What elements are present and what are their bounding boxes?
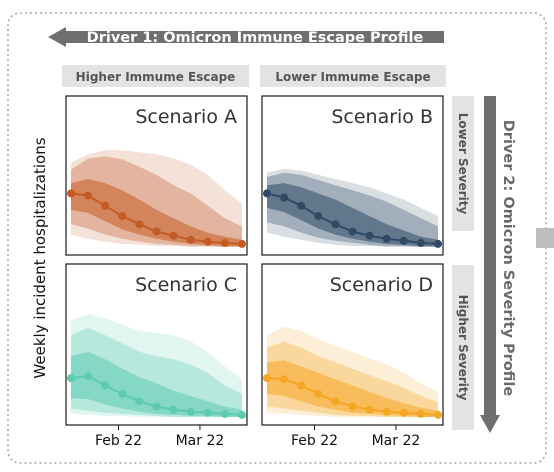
median-point xyxy=(297,381,306,390)
panel-frame xyxy=(261,263,444,426)
median-point xyxy=(416,238,425,247)
median-point xyxy=(152,402,161,411)
column-tag-right: Lower Immume Escape xyxy=(275,70,430,84)
x-tick-label: Feb 22 xyxy=(95,433,142,449)
row-tag-bottom-bg xyxy=(452,265,474,430)
x-tick-label: Feb 22 xyxy=(291,433,338,449)
median-point xyxy=(169,405,178,414)
median-point xyxy=(280,375,289,384)
median-point xyxy=(416,409,425,418)
median-point xyxy=(382,407,391,416)
median-point xyxy=(331,220,340,229)
median-point xyxy=(135,220,144,229)
x-tick-label: Mar 22 xyxy=(372,433,421,449)
driver1-label: Driver 1: Omicron Immune Escape Profile xyxy=(87,30,424,46)
median-point xyxy=(348,402,357,411)
uncertainty-band-1 xyxy=(71,351,242,417)
median-point xyxy=(135,397,144,406)
panel-title: Scenario B xyxy=(331,106,433,128)
median-point xyxy=(118,212,127,221)
row-tag-top: Lower Severity xyxy=(456,113,470,215)
median-point xyxy=(220,409,229,418)
median-point xyxy=(399,236,408,245)
panel-title: Scenario D xyxy=(330,274,433,296)
panel-title: Scenario A xyxy=(135,106,237,128)
row-tag-bottom: Higher Severity xyxy=(456,295,470,401)
panel-scenario-c: Scenario C Feb 22 Mar 22 xyxy=(65,263,248,449)
median-point xyxy=(434,239,442,248)
median-point xyxy=(101,381,110,390)
median-point xyxy=(314,389,323,398)
median-point xyxy=(84,191,93,200)
panel-frame xyxy=(65,263,248,426)
median-point xyxy=(331,397,340,406)
median-point xyxy=(365,405,374,414)
median-point xyxy=(152,227,161,236)
column-tag-left-bg xyxy=(62,65,249,87)
median-point xyxy=(186,235,195,244)
median-point xyxy=(186,407,195,416)
panel-title: Scenario C xyxy=(135,274,237,296)
median-point xyxy=(84,372,93,381)
median-point xyxy=(382,234,391,243)
uncertainty-band-1 xyxy=(267,183,438,246)
driver1-arrow xyxy=(48,27,444,47)
median-point xyxy=(169,231,178,240)
median-point xyxy=(203,237,212,246)
column-tag-right-bg xyxy=(260,65,446,87)
uncertainty-band-1 xyxy=(71,179,242,246)
edge-marker xyxy=(536,228,554,248)
median-point xyxy=(297,201,306,210)
driver2-arrow xyxy=(480,96,500,433)
panel-scenario-a: Scenario A xyxy=(65,95,248,256)
uncertainty-band-1 xyxy=(267,360,438,417)
median-point xyxy=(263,189,271,198)
median-point xyxy=(238,239,246,248)
panel-frame xyxy=(65,95,248,256)
y-axis-label: Weekly incident hospitalizations xyxy=(31,137,49,378)
median-point xyxy=(101,201,110,210)
row-tag-top-bg xyxy=(452,96,474,231)
median-point xyxy=(314,212,323,221)
column-tag-left: Higher Immume Escape xyxy=(76,70,236,84)
panel-frame xyxy=(261,95,444,256)
median-point xyxy=(280,193,289,202)
median-point xyxy=(348,227,357,236)
median-point xyxy=(118,389,127,398)
median-point xyxy=(263,374,271,383)
median-point xyxy=(220,238,229,247)
panel-scenario-b: Scenario B xyxy=(261,95,444,256)
x-tick-label: Mar 22 xyxy=(176,433,225,449)
median-point xyxy=(67,374,75,383)
panel-scenario-d: Scenario D Feb 22 Mar 22 xyxy=(261,263,444,449)
median-point xyxy=(434,410,442,419)
median-point xyxy=(399,408,408,417)
driver2-label: Driver 2: Omicron Severity Profile xyxy=(500,120,516,397)
median-point xyxy=(238,410,246,419)
median-point xyxy=(203,408,212,417)
median-point xyxy=(365,231,374,240)
median-point xyxy=(67,189,75,198)
